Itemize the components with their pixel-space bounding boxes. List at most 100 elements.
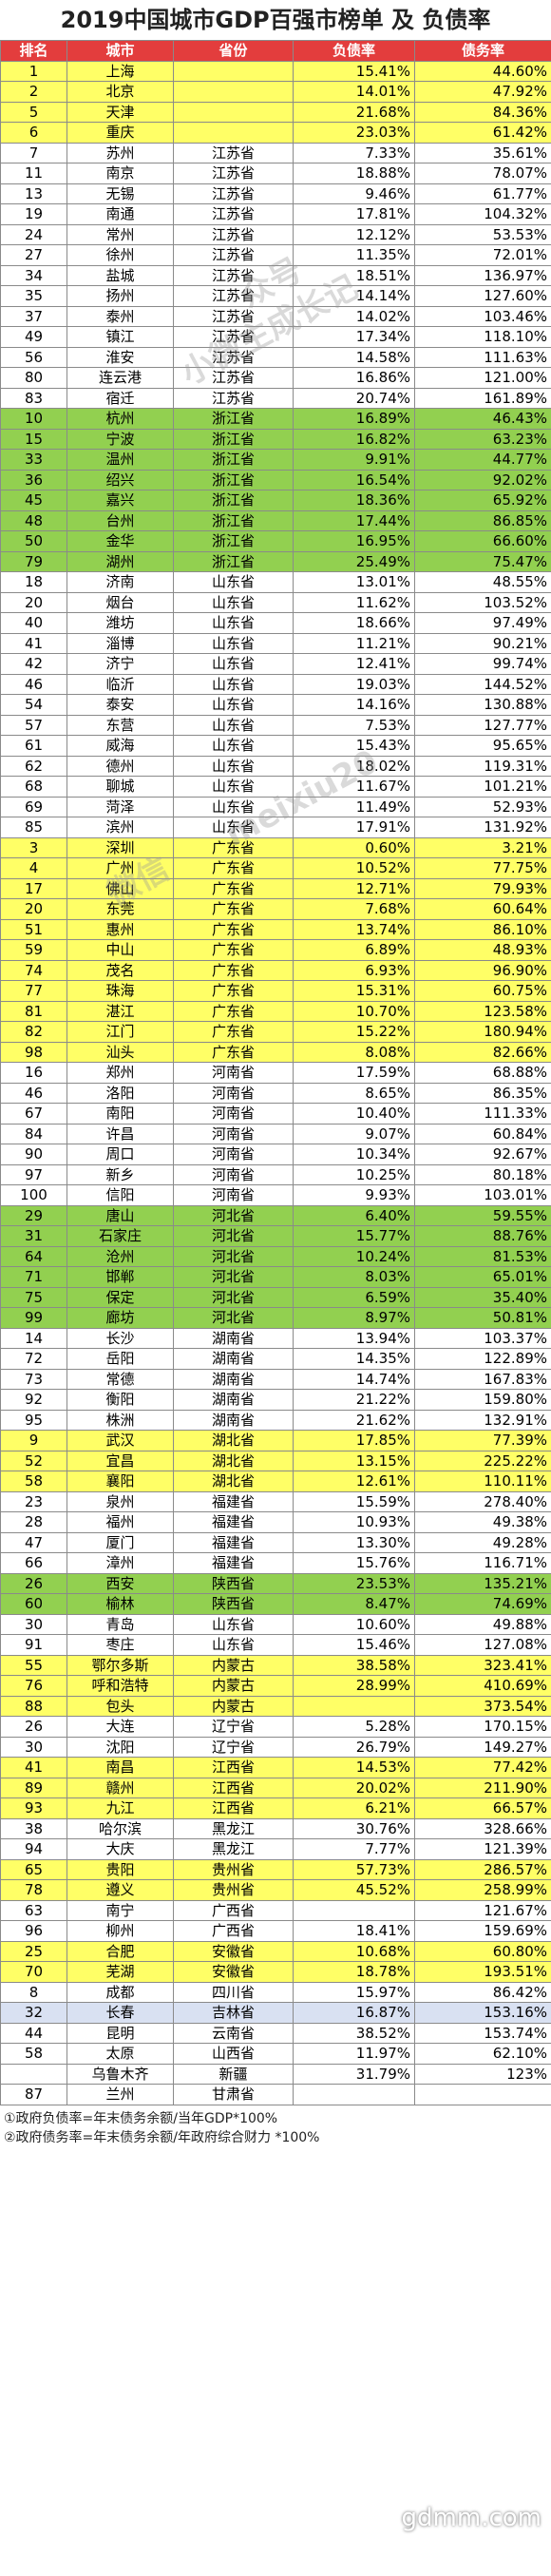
debt-ratio-cell: 84.36%	[414, 101, 551, 123]
city-cell: 茂名	[66, 959, 174, 981]
rank-cell: 4	[0, 857, 67, 879]
liability-ratio-cell: 5.28%	[293, 1716, 415, 1738]
liability-ratio-cell: 0.60%	[293, 836, 415, 858]
province-cell: 山东省	[173, 694, 294, 716]
province-cell: 山东省	[173, 632, 294, 654]
debt-ratio-cell: 193.51%	[414, 1961, 551, 1983]
city-cell: 台州	[66, 509, 174, 531]
debt-ratio-cell: 159.69%	[414, 1920, 551, 1942]
rank-cell: 11	[0, 163, 67, 184]
table-row: 57 东营 山东省 7.53% 127.77%	[0, 714, 551, 736]
liability-ratio-cell: 13.15%	[293, 1450, 415, 1471]
debt-ratio-cell: 144.52%	[414, 673, 551, 695]
city-cell: 宜昌	[66, 1450, 174, 1471]
rank-cell: 97	[0, 1163, 67, 1185]
city-cell: 重庆	[66, 122, 174, 144]
debt-ratio-cell: 103.46%	[414, 305, 551, 327]
table-row: 6 重庆 23.03% 61.42%	[0, 122, 551, 144]
debt-ratio-cell: 95.65%	[414, 735, 551, 757]
debt-ratio-cell: 159.80%	[414, 1389, 551, 1411]
rank-cell: 94	[0, 1838, 67, 1860]
liability-ratio-cell: 6.59%	[293, 1286, 415, 1308]
city-cell: 信阳	[66, 1184, 174, 1206]
city-cell: 大庆	[66, 1838, 174, 1860]
liability-ratio-cell: 18.78%	[293, 1961, 415, 1983]
debt-ratio-cell: 74.69%	[414, 1593, 551, 1615]
province-cell: 湖南省	[173, 1389, 294, 1411]
liability-ratio-cell: 14.74%	[293, 1368, 415, 1390]
province-cell: 福建省	[173, 1552, 294, 1574]
table-row: 64 沧州 河北省 10.24% 81.53%	[0, 1245, 551, 1267]
city-cell: 常州	[66, 223, 174, 245]
city-cell: 菏泽	[66, 796, 174, 817]
table-row: 2 北京 14.01% 47.92%	[0, 81, 551, 103]
city-cell: 镇江	[66, 326, 174, 348]
rank-cell: 65	[0, 1858, 67, 1880]
table-row: 41 淄博 山东省 11.21% 90.21%	[0, 632, 551, 654]
table-row: 56 淮安 江苏省 14.58% 111.63%	[0, 346, 551, 368]
liability-ratio-cell: 17.59%	[293, 1062, 415, 1084]
liability-ratio-cell: 11.49%	[293, 796, 415, 817]
rank-cell: 49	[0, 326, 67, 348]
debt-ratio-cell: 278.40%	[414, 1490, 551, 1512]
province-cell: 河北省	[173, 1307, 294, 1329]
debt-ratio-cell: 72.01%	[414, 244, 551, 266]
rank-cell: 42	[0, 653, 67, 675]
province-cell: 江苏省	[173, 183, 294, 204]
province-cell: 山东省	[173, 1613, 294, 1635]
city-cell: 南昌	[66, 1757, 174, 1778]
liability-ratio-cell	[293, 1899, 415, 1921]
debt-ratio-cell: 121.39%	[414, 1838, 551, 1860]
debt-ratio-cell: 97.49%	[414, 612, 551, 634]
debt-ratio-cell: 52.93%	[414, 796, 551, 817]
rank-cell: 26	[0, 1572, 67, 1594]
liability-ratio-cell: 17.34%	[293, 326, 415, 348]
debt-ratio-cell: 136.97%	[414, 264, 551, 286]
city-cell: 泰州	[66, 305, 174, 327]
debt-ratio-cell: 86.10%	[414, 918, 551, 940]
rank-cell: 30	[0, 1736, 67, 1758]
table-row: 5 天津 21.68% 84.36%	[0, 101, 551, 123]
debt-ratio-cell: 127.60%	[414, 285, 551, 307]
table-row: 99 廊坊 河北省 8.97% 50.81%	[0, 1307, 551, 1329]
debt-ratio-cell: 131.92%	[414, 817, 551, 838]
province-cell: 贵州省	[173, 1879, 294, 1901]
table-row: 58 襄阳 湖北省 12.61% 110.11%	[0, 1471, 551, 1492]
rank-cell: 40	[0, 612, 67, 634]
rank-cell: 35	[0, 285, 67, 307]
province-cell: 湖南省	[173, 1409, 294, 1431]
city-cell: 珠海	[66, 980, 174, 1002]
city-cell: 长沙	[66, 1327, 174, 1349]
rank-cell: 51	[0, 918, 67, 940]
table-row: 1 上海 15.41% 44.60%	[0, 60, 551, 82]
debt-ratio-cell: 122.89%	[414, 1348, 551, 1370]
province-cell: 内蒙古	[173, 1695, 294, 1717]
province-cell: 广东省	[173, 1041, 294, 1063]
rank-cell: 55	[0, 1654, 67, 1676]
liability-ratio-cell: 14.53%	[293, 1757, 415, 1778]
debt-ratio-cell: 78.07%	[414, 163, 551, 184]
liability-ratio-cell: 28.99%	[293, 1675, 415, 1697]
debt-ratio-cell: 35.61%	[414, 142, 551, 163]
province-cell: 湖南省	[173, 1368, 294, 1390]
table-row: 35 扬州 江苏省 14.14% 127.60%	[0, 285, 551, 307]
province-cell: 山东省	[173, 612, 294, 634]
province-cell: 云南省	[173, 2022, 294, 2044]
province-cell: 贵州省	[173, 1858, 294, 1880]
province-cell: 河南省	[173, 1144, 294, 1165]
province-cell: 江西省	[173, 1797, 294, 1819]
province-cell: 山东省	[173, 776, 294, 798]
table-row: 98 汕头 广东省 8.08% 82.66%	[0, 1041, 551, 1063]
province-cell: 广东省	[173, 959, 294, 981]
liability-ratio-cell: 16.87%	[293, 2002, 415, 2024]
debt-ratio-cell: 66.60%	[414, 530, 551, 552]
debt-ratio-cell: 46.43%	[414, 408, 551, 430]
rank-cell: 88	[0, 1695, 67, 1717]
rank-cell: 66	[0, 1552, 67, 1574]
debt-ratio-cell: 92.02%	[414, 469, 551, 490]
table-row: 83 宿迁 江苏省 20.74% 161.89%	[0, 387, 551, 409]
city-cell: 廊坊	[66, 1307, 174, 1329]
city-cell: 株洲	[66, 1409, 174, 1431]
province-cell: 山东省	[173, 714, 294, 736]
city-cell: 绍兴	[66, 469, 174, 490]
